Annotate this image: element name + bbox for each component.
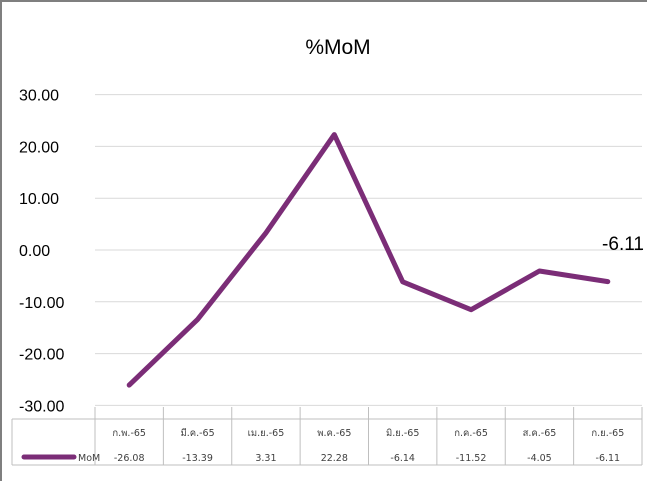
table-value-cell: -11.52 — [456, 453, 487, 464]
table-value-cell: -26.08 — [114, 453, 145, 464]
table-value-cell: 22.28 — [321, 453, 348, 464]
x-tick-label: ก.ค.-65 — [454, 428, 488, 439]
table-value-cell: -6.14 — [390, 453, 415, 464]
table-value-cell: -13.39 — [182, 453, 213, 464]
y-tick-label: 0.00 — [19, 243, 50, 260]
x-tick-label: ก.ย.-65 — [591, 428, 624, 439]
x-tick-label: มี.ค.-65 — [180, 427, 214, 439]
data-table: ก.พ.-65 มี.ค.-65 เม.ย.-65 พ.ค.-65 มิ.ย.-65 ก.… — [12, 407, 642, 465]
gridlines — [95, 95, 642, 406]
y-axis-ticks: 30.00 20.00 10.00 0.00 -10.00 -20.00 -30.00 — [19, 88, 64, 416]
data-label-last: -6.11 — [602, 234, 644, 255]
y-tick-label: -30.00 — [19, 398, 64, 415]
series-mom — [129, 134, 608, 385]
y-tick-label: -10.00 — [19, 295, 64, 312]
y-tick-label: 30.00 — [19, 88, 59, 105]
series-line-mom — [129, 135, 608, 386]
table-value-cell: -6.11 — [596, 453, 621, 464]
chart-title: %MoM — [305, 36, 370, 59]
x-tick-label: มิ.ย.-65 — [386, 428, 419, 439]
legend-label: MoM — [78, 453, 100, 464]
y-tick-label: 10.00 — [19, 191, 59, 208]
table-value-cell: -4.05 — [527, 453, 552, 464]
x-tick-label: ส.ค.-65 — [523, 428, 557, 439]
y-tick-label: 20.00 — [19, 139, 59, 156]
x-tick-label: ก.พ.-65 — [112, 428, 146, 439]
x-tick-label: เม.ย.-65 — [248, 428, 285, 439]
table-value-cell: 3.31 — [255, 453, 276, 464]
x-tick-label: พ.ค.-65 — [317, 428, 351, 439]
y-tick-label: -20.00 — [19, 347, 64, 364]
